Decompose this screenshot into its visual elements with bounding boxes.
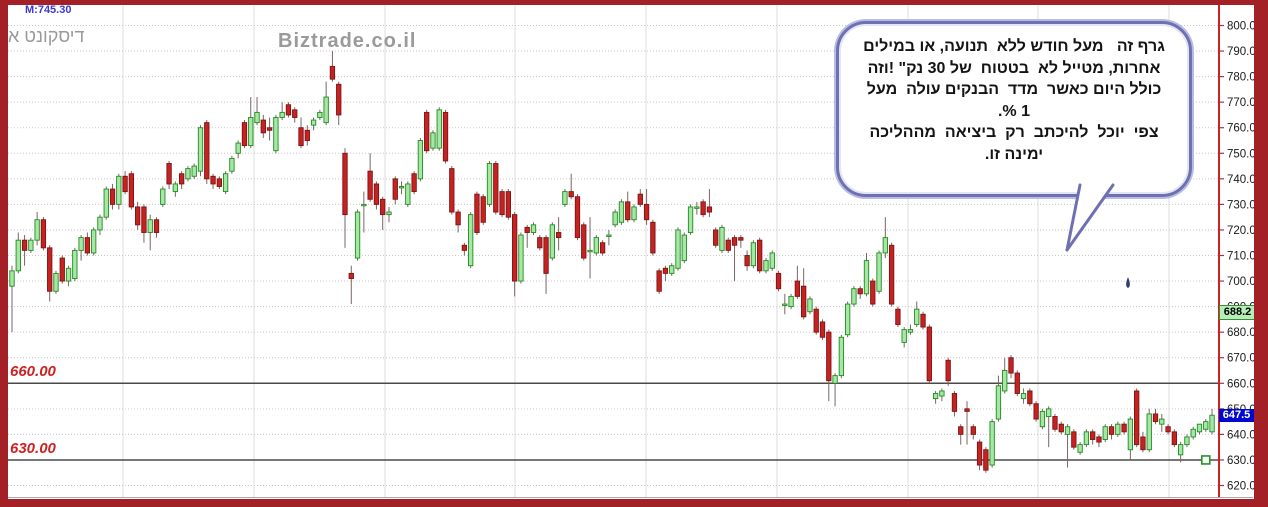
annotation-line: כולל היום כאשר מדד הבנקים עולה מעל (866, 81, 1162, 98)
svg-text:770.0: 770.0 (1227, 97, 1256, 109)
svg-text:720.0: 720.0 (1227, 225, 1256, 237)
support-level-label-660: 660.00 (10, 363, 56, 381)
svg-text:760.0: 760.0 (1227, 123, 1256, 135)
annotation-text: גרף זה מעל חודש ללא תנועה, או במילים אחר… (839, 24, 1189, 165)
annotation-speech-bubble: גרף זה מעל חודש ללא תנועה, או במילים אחר… (836, 21, 1192, 197)
svg-text:740.0: 740.0 (1227, 174, 1256, 186)
support-level-label-630: 630.00 (10, 439, 56, 457)
svg-text:730.0: 730.0 (1227, 199, 1256, 211)
ink-teardrop-mark (1126, 277, 1130, 288)
annotation-line: גרף זה מעל חודש ללא תנועה, או במילים (863, 38, 1165, 55)
price-tag-last: 647.5 (1219, 408, 1254, 422)
annotation-line: אחרות, מטייל לא בטטוח של 30 נק" !וזה (867, 59, 1161, 77)
last-price-marker: M:745.30 (25, 4, 72, 16)
svg-text:750.0: 750.0 (1227, 148, 1256, 160)
svg-text:620.0: 620.0 (1227, 481, 1256, 493)
svg-text:670.0: 670.0 (1227, 353, 1256, 365)
svg-text:800.0: 800.0 (1227, 21, 1256, 33)
annotation-line: צפי יוכל להיכתב רק ביציאה מההליכה (869, 124, 1159, 141)
annotation-line: 1 %. (997, 102, 1031, 120)
price-tag-high: 688.2 (1219, 304, 1256, 320)
svg-text:640.0: 640.0 (1227, 429, 1256, 441)
watermark-logo: Biztrade.co.il (278, 30, 417, 52)
last-note-marker (1200, 455, 1211, 465)
instrument-title: דיסקונט א (8, 26, 85, 46)
svg-text:780.0: 780.0 (1227, 72, 1256, 84)
svg-text:700.0: 700.0 (1227, 276, 1256, 288)
svg-text:660.0: 660.0 (1227, 378, 1256, 390)
svg-text:630.0: 630.0 (1227, 455, 1256, 467)
svg-text:680.0: 680.0 (1227, 327, 1256, 339)
annotation-line: ימינה זו. (984, 145, 1044, 163)
svg-text:710.0: 710.0 (1227, 251, 1256, 263)
svg-text:790.0: 790.0 (1227, 46, 1256, 58)
